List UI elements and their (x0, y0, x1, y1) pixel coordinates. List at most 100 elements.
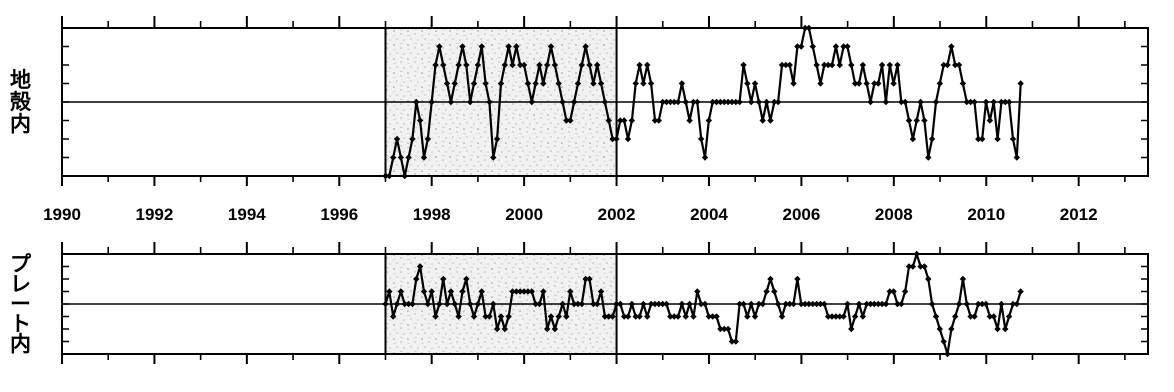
data-point (628, 117, 636, 124)
data-point (601, 98, 609, 106)
data-point (959, 80, 967, 87)
data-point (594, 300, 601, 308)
data-point (551, 61, 559, 69)
data-point (817, 300, 824, 308)
data-point (389, 154, 397, 161)
data-point (1013, 300, 1021, 308)
data-point (570, 300, 578, 308)
data-point (659, 300, 666, 308)
data-point (721, 325, 728, 333)
data-point (386, 288, 393, 295)
data-point (863, 80, 870, 87)
data-point (690, 313, 697, 320)
data-point (578, 61, 586, 69)
data-point (636, 313, 643, 320)
data-point (644, 313, 651, 320)
data-point (905, 263, 913, 270)
data-point (724, 325, 732, 333)
data-point (967, 313, 974, 320)
x-tick-label: 1990 (43, 205, 81, 224)
data-point (597, 80, 605, 87)
data-point (582, 43, 589, 50)
data-point (917, 98, 924, 106)
data-point (543, 61, 551, 69)
data-point (424, 300, 432, 308)
data-point (767, 117, 774, 124)
data-point (690, 98, 697, 106)
data-point (694, 288, 701, 295)
data-point (686, 117, 693, 124)
data-point (855, 80, 863, 87)
data-point (859, 313, 867, 320)
data-point (482, 313, 489, 320)
data-point (794, 43, 801, 50)
data-point (486, 98, 493, 106)
data-point (840, 43, 847, 50)
data-point (470, 313, 478, 320)
data-point (732, 338, 739, 345)
data-point (1017, 80, 1024, 87)
data-point (590, 300, 597, 308)
data-point (532, 300, 539, 308)
data-point (851, 313, 859, 320)
data-point (871, 300, 878, 308)
data-point (647, 300, 655, 308)
data-point (540, 288, 547, 295)
data-point (582, 275, 589, 283)
data-point (759, 300, 766, 308)
data-point (694, 98, 701, 106)
data-point (994, 325, 1001, 333)
data-point (821, 300, 828, 308)
data-point (740, 61, 747, 69)
data-point (443, 80, 451, 87)
data-point (878, 300, 886, 308)
data-point (1005, 313, 1013, 320)
data-point (478, 43, 485, 50)
data-point (986, 117, 994, 124)
data-point (763, 98, 770, 106)
data-point (420, 288, 428, 295)
data-point (451, 300, 458, 308)
data-point (975, 135, 982, 143)
data-point (1013, 154, 1021, 161)
data-point (817, 80, 824, 87)
data-point (882, 98, 890, 106)
x-tick-label: 2004 (690, 205, 728, 224)
x-tick-label: 1998 (413, 205, 451, 224)
data-point (998, 300, 1005, 308)
data-point (782, 61, 790, 69)
data-point (821, 61, 828, 69)
data-point (971, 98, 978, 106)
data-point (801, 24, 809, 32)
panel-crustal: 地殻内 (10, 16, 1149, 186)
data-point (509, 61, 516, 69)
data-point (844, 300, 851, 308)
data-point (732, 98, 739, 106)
data-point (490, 300, 497, 308)
data-point (455, 313, 462, 320)
data-point (632, 80, 639, 87)
data-point (955, 61, 963, 69)
data-point (736, 300, 743, 308)
data-point (828, 61, 836, 69)
data-point (671, 98, 678, 106)
data-point (640, 300, 647, 308)
data-point (890, 288, 897, 295)
data-point (886, 288, 893, 295)
data-point (721, 98, 728, 106)
data-point (540, 80, 547, 87)
data-point (824, 61, 832, 69)
x-tick-label: 1996 (320, 205, 358, 224)
data-point (744, 80, 751, 87)
data-point (678, 300, 686, 308)
panel-intraplate: プレート内 (10, 242, 1149, 364)
data-point (747, 98, 755, 106)
side-label-char: ト (10, 312, 31, 336)
x-tick-label: 2008 (875, 205, 913, 224)
data-point (401, 172, 408, 180)
data-point (524, 80, 532, 87)
data-point (774, 98, 782, 106)
data-point (547, 43, 555, 50)
data-point (913, 117, 920, 124)
data-point (478, 288, 485, 295)
